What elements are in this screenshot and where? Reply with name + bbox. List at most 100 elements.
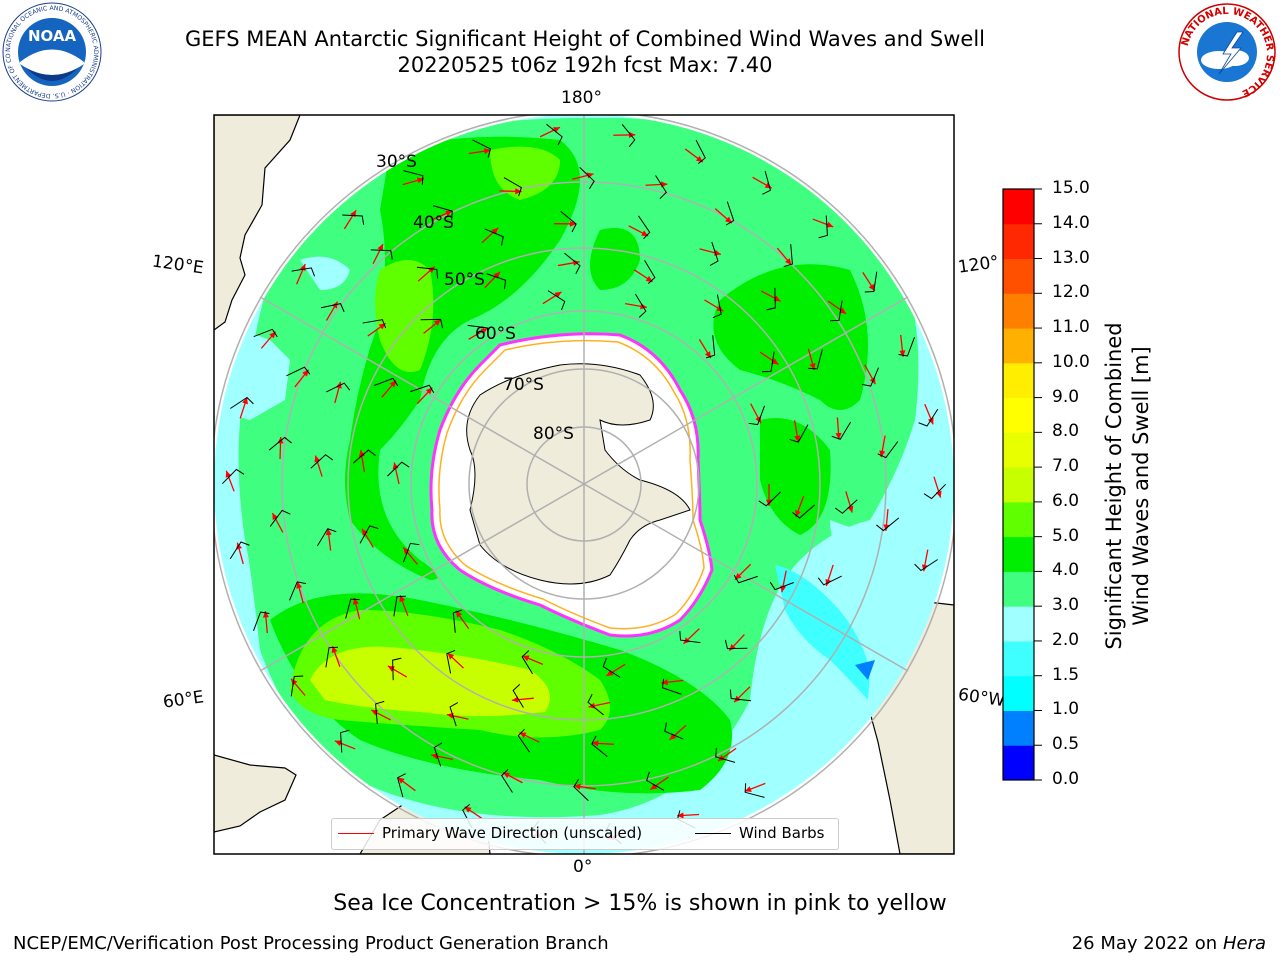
wave-arrowhead xyxy=(493,271,501,279)
wind-barb xyxy=(818,215,828,239)
footer-date-text: 26 May 2022 on xyxy=(1071,933,1218,954)
wind-barb xyxy=(733,574,758,584)
wind-barb xyxy=(646,771,665,791)
wind-barb xyxy=(268,436,292,451)
wave-arrowhead xyxy=(573,783,581,790)
wave-arrowhead xyxy=(416,177,424,184)
wave-arrowhead xyxy=(785,258,792,265)
wave-arrowhead xyxy=(447,653,455,660)
wave-arrowhead xyxy=(362,528,368,536)
wave-arrowhead xyxy=(269,331,276,339)
lat-label-30s: 30°S xyxy=(376,152,417,172)
colorbar-bin xyxy=(1003,501,1034,538)
colorbar-bin xyxy=(1003,710,1034,746)
wind-barb xyxy=(877,441,899,459)
lon-label-180: 180° xyxy=(561,88,602,108)
colorbar-bin xyxy=(1003,223,1034,260)
nws-logo: NATIONAL WEATHER SERVICE xyxy=(1178,3,1276,101)
wind-barb xyxy=(861,367,879,387)
wind-barb xyxy=(792,504,816,519)
colorbar-bin xyxy=(1003,467,1034,503)
wind-barb xyxy=(729,689,752,702)
wave-arrowhead xyxy=(554,291,562,298)
wind-barb xyxy=(748,405,765,426)
wave-arrowhead xyxy=(771,358,779,365)
wind-barb xyxy=(914,559,938,572)
wind-barb xyxy=(291,267,316,277)
wind-barb xyxy=(230,396,254,409)
wind-barb xyxy=(512,684,524,708)
wave-arrowhead xyxy=(242,397,248,405)
wind-barb xyxy=(762,170,771,195)
colorbar-tick-label: 0.5 xyxy=(1052,734,1080,755)
wind-barb xyxy=(831,421,852,440)
wind-barb xyxy=(325,646,339,668)
wind-barb xyxy=(834,499,858,514)
colorbar-tick-label: 14.0 xyxy=(1052,212,1090,233)
wave-arrowhead xyxy=(839,307,847,314)
wind-barb xyxy=(725,201,735,226)
lat-label-40s: 40°S xyxy=(413,213,454,233)
wind-barb xyxy=(289,581,307,601)
wind-barb xyxy=(387,461,410,477)
wind-barb xyxy=(229,541,250,560)
wind-barb xyxy=(664,722,684,740)
colorbar-bin xyxy=(1003,258,1034,294)
wind-barb xyxy=(789,424,809,443)
wave-arrowhead xyxy=(515,188,522,195)
graticule xyxy=(214,115,954,854)
wave-arrowhead xyxy=(399,595,406,603)
colorbar-tick-label: 6.0 xyxy=(1052,490,1080,511)
wave-arrowhead xyxy=(569,220,577,227)
wave-arrowhead xyxy=(606,669,614,676)
wind-barb xyxy=(591,735,608,758)
footer-credit: NCEP/EMC/Verification Post Processing Pr… xyxy=(13,933,609,954)
map-legend: Primary Wave Direction (unscaled) Wind B… xyxy=(331,818,839,850)
wind-barb xyxy=(695,139,706,164)
wind-barb xyxy=(864,271,878,293)
wind-barb xyxy=(808,349,823,370)
colorbar-bin xyxy=(1003,640,1034,677)
wave-arrowhead xyxy=(262,611,269,618)
wind-barb xyxy=(709,241,719,266)
wind-barb xyxy=(393,595,407,617)
wave-arrowhead xyxy=(272,513,279,521)
wind-barb xyxy=(517,728,530,753)
colorbar-bin xyxy=(1003,432,1034,468)
wave-arrowhead xyxy=(522,655,530,662)
wind-barb xyxy=(446,649,456,674)
wave-arrowhead xyxy=(899,350,906,357)
colorbar-bin xyxy=(1003,189,1034,225)
wind-barb xyxy=(829,300,843,322)
wind-barb xyxy=(655,175,667,200)
wave-arrowhead xyxy=(650,783,658,790)
colorbar-tick-label: 3.0 xyxy=(1052,595,1080,616)
wind-barb xyxy=(724,639,748,650)
wave-arrowhead xyxy=(552,127,560,133)
wind-barb xyxy=(420,318,444,329)
wind-barb xyxy=(359,525,379,544)
lon-label-0: 0° xyxy=(573,857,593,877)
wave-arrowhead xyxy=(669,733,677,740)
wind-barb xyxy=(370,249,393,260)
wind-barb xyxy=(432,205,453,221)
colorbar-tick-label: 4.0 xyxy=(1052,560,1080,581)
wave-arrowhead xyxy=(425,387,433,395)
wave-arrowhead xyxy=(480,328,488,334)
colorbar-bin xyxy=(1003,362,1034,399)
footer-host: Hera xyxy=(1222,933,1266,954)
wind-barb xyxy=(635,293,647,318)
wind-barb xyxy=(783,244,793,268)
colorbar-tick-label: 15.0 xyxy=(1052,178,1090,198)
wave-arrowhead xyxy=(455,610,463,618)
wave-arrowhead xyxy=(734,573,742,580)
wave-arrowhead xyxy=(491,227,499,235)
colorbar-label-line2: Wind Waves and Swell [m] xyxy=(1129,346,1153,626)
wind-barb xyxy=(290,675,304,697)
wind-barb xyxy=(564,252,581,274)
wind-barb xyxy=(898,337,915,357)
wave-arrowhead xyxy=(334,740,342,747)
colorbar-bin xyxy=(1003,745,1034,781)
wave-arrowhead xyxy=(586,172,594,179)
